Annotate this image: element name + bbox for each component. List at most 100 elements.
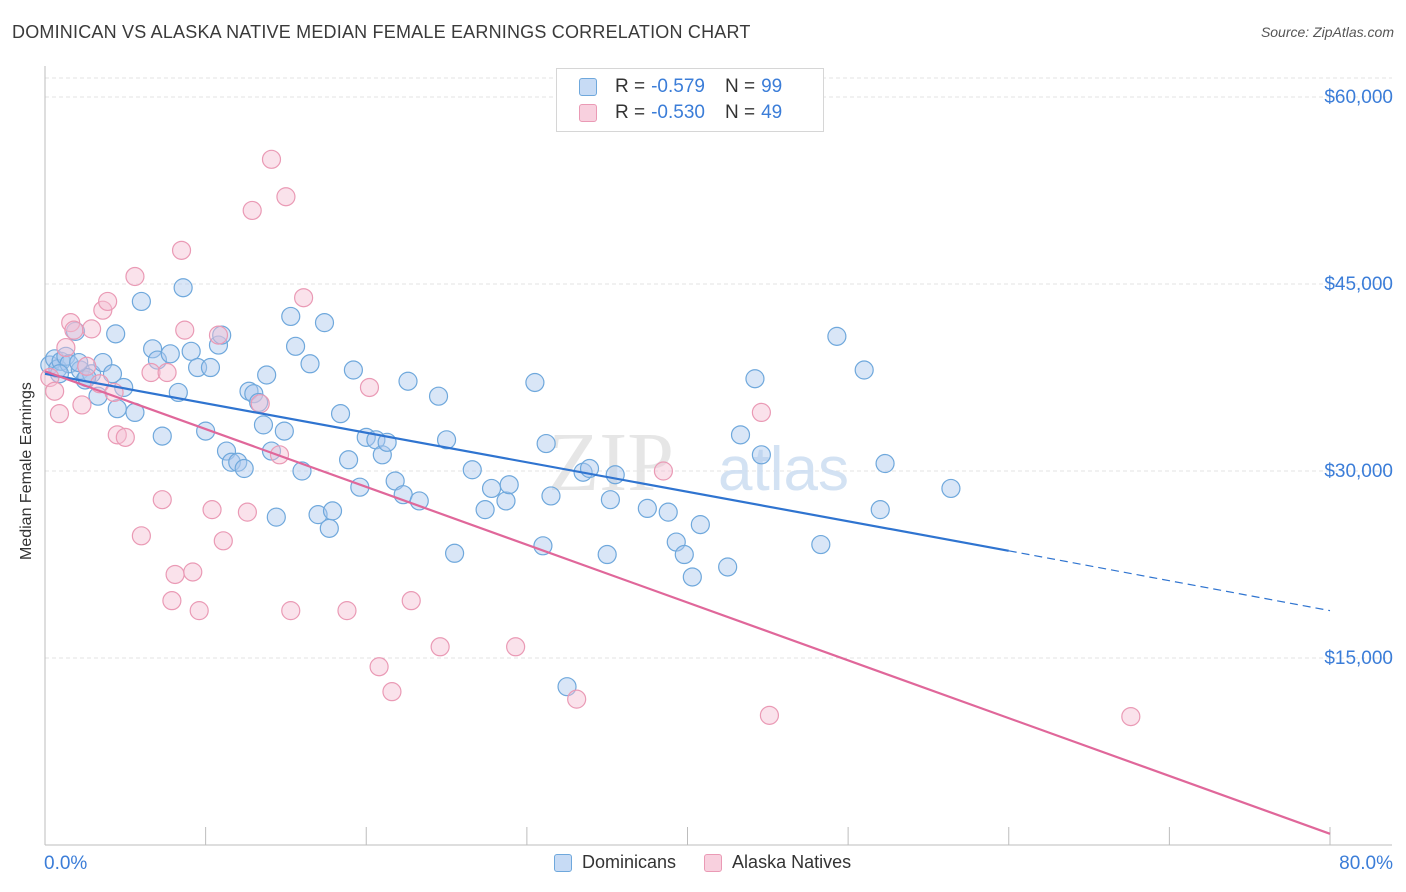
- alaska-native-point: [567, 689, 587, 709]
- y-tick-label: $15,000: [1324, 648, 1393, 669]
- legend-row-alaska-natives: R = -0.530 N = 49: [579, 101, 802, 125]
- legend-n-value: 99: [761, 76, 783, 97]
- legend-swatch-dominicans: [579, 78, 597, 96]
- dominican-point: [658, 502, 678, 522]
- dominican-point: [428, 386, 449, 406]
- dominican-point: [462, 460, 482, 480]
- dominican-point: [131, 291, 151, 312]
- series-legend: Dominicans Alaska Natives: [554, 852, 879, 873]
- dominican-trend-line: [44, 372, 1009, 552]
- dominican-point: [107, 399, 127, 419]
- dominican-point: [322, 501, 343, 521]
- alaska-native-point: [45, 381, 65, 401]
- dominican-point: [854, 360, 874, 380]
- dominican-point: [541, 486, 561, 506]
- dominican-point: [257, 365, 277, 385]
- dominican-point: [152, 426, 172, 446]
- alaska-native-point: [165, 564, 185, 585]
- dominican-point: [160, 344, 180, 364]
- watermark-zip: ZIP: [548, 416, 674, 509]
- axes: [44, 66, 1392, 846]
- dominican-point: [941, 478, 961, 499]
- dominican-point: [200, 357, 221, 378]
- dominican-point: [102, 364, 123, 384]
- dominican-point: [536, 433, 556, 454]
- dominican-point: [870, 500, 890, 520]
- alaska-native-point: [369, 657, 389, 677]
- alaska-native-point: [242, 200, 262, 221]
- trend-lines: [44, 370, 1331, 835]
- y-tick-label: $60,000: [1324, 87, 1393, 108]
- alaska-native-point: [237, 502, 257, 522]
- dominican-point: [718, 557, 738, 577]
- x-tick-label-min: 0.0%: [44, 853, 87, 874]
- dominican-point: [745, 369, 765, 389]
- alaska-native-point: [64, 320, 84, 340]
- alaska-native-point: [653, 461, 674, 481]
- alaska-native-point: [213, 531, 233, 551]
- alaska-native-point: [162, 591, 182, 611]
- alaska-native-point: [751, 402, 771, 423]
- dominican-point: [475, 500, 495, 520]
- alaska-native-point: [157, 362, 177, 383]
- alaska-native-point: [382, 682, 402, 702]
- alaska-native-point: [208, 325, 229, 345]
- alaska-native-point: [359, 377, 380, 398]
- tick-labels: $15,000 $30,000 $45,000 $60,000 0.0% 80.0%: [44, 87, 1393, 874]
- dominican-point: [674, 544, 694, 565]
- alaska-native-point: [183, 562, 203, 582]
- alaska-native-point: [261, 149, 282, 169]
- alaska-native-point: [56, 337, 76, 358]
- watermark-atlas: atlas: [718, 435, 849, 504]
- alaska-native-point: [49, 404, 70, 424]
- dominican-point: [181, 341, 201, 361]
- alaska-native-point: [171, 240, 192, 260]
- dominican-point: [65, 321, 86, 341]
- dominican-point: [319, 518, 339, 538]
- alaska-native-point: [77, 356, 97, 376]
- legend-row-dominicans: R = -0.579 N = 99: [579, 75, 802, 99]
- dominican-point: [285, 336, 306, 356]
- dominican-point: [481, 478, 502, 499]
- dominican-point: [875, 453, 895, 474]
- dominican-point: [330, 404, 351, 424]
- y-axis-label: Median Female Earnings: [18, 382, 35, 560]
- alaska-native-point: [189, 601, 209, 621]
- dominican-point: [525, 372, 545, 393]
- dominican-trend-extension: [1008, 550, 1331, 612]
- legend-r-value: -0.579: [651, 76, 705, 97]
- alaska-native-trend-line: [44, 370, 1331, 835]
- series-legend-dominicans: Dominicans: [554, 852, 676, 873]
- dominican-point: [253, 415, 274, 435]
- watermark: ZIP atlas: [548, 416, 849, 509]
- series-legend-alaska-natives: Alaska Natives: [704, 852, 851, 873]
- chart-title: DOMINICAN VS ALASKA NATIVE MEDIAN FEMALE…: [12, 22, 751, 42]
- dominican-point: [637, 498, 657, 518]
- dominican-point: [173, 278, 193, 298]
- series-label-alaska-natives: Alaska Natives: [732, 852, 852, 872]
- dominican-point: [106, 324, 126, 344]
- legend-n-label: N =: [724, 102, 756, 123]
- correlation-legend: R = -0.579 N = 99 R = -0.530 N = 49: [556, 68, 824, 132]
- source-label: Source: ZipAtlas.com: [1260, 24, 1394, 40]
- legend-swatch-alaska-natives: [579, 104, 597, 122]
- legend-n-label: N =: [724, 76, 756, 97]
- dominican-point: [682, 567, 702, 587]
- alaska-native-point: [281, 601, 301, 621]
- dominican-point: [300, 354, 320, 374]
- alaska-native-point: [98, 291, 118, 312]
- alaska-native-point: [401, 591, 421, 611]
- alaska-native-point: [152, 490, 172, 510]
- alaska-native-point: [276, 187, 296, 207]
- dominican-point: [751, 445, 771, 465]
- data-points: [40, 149, 1141, 727]
- alaska-native-point: [759, 705, 780, 725]
- dominican-point: [533, 536, 553, 556]
- legend-r-label: R =: [615, 102, 646, 123]
- dominican-point: [730, 425, 751, 445]
- alaska-native-point: [115, 427, 135, 447]
- dominican-point: [244, 384, 264, 404]
- alaska-native-point: [93, 300, 113, 320]
- alaska-native-point: [202, 500, 222, 520]
